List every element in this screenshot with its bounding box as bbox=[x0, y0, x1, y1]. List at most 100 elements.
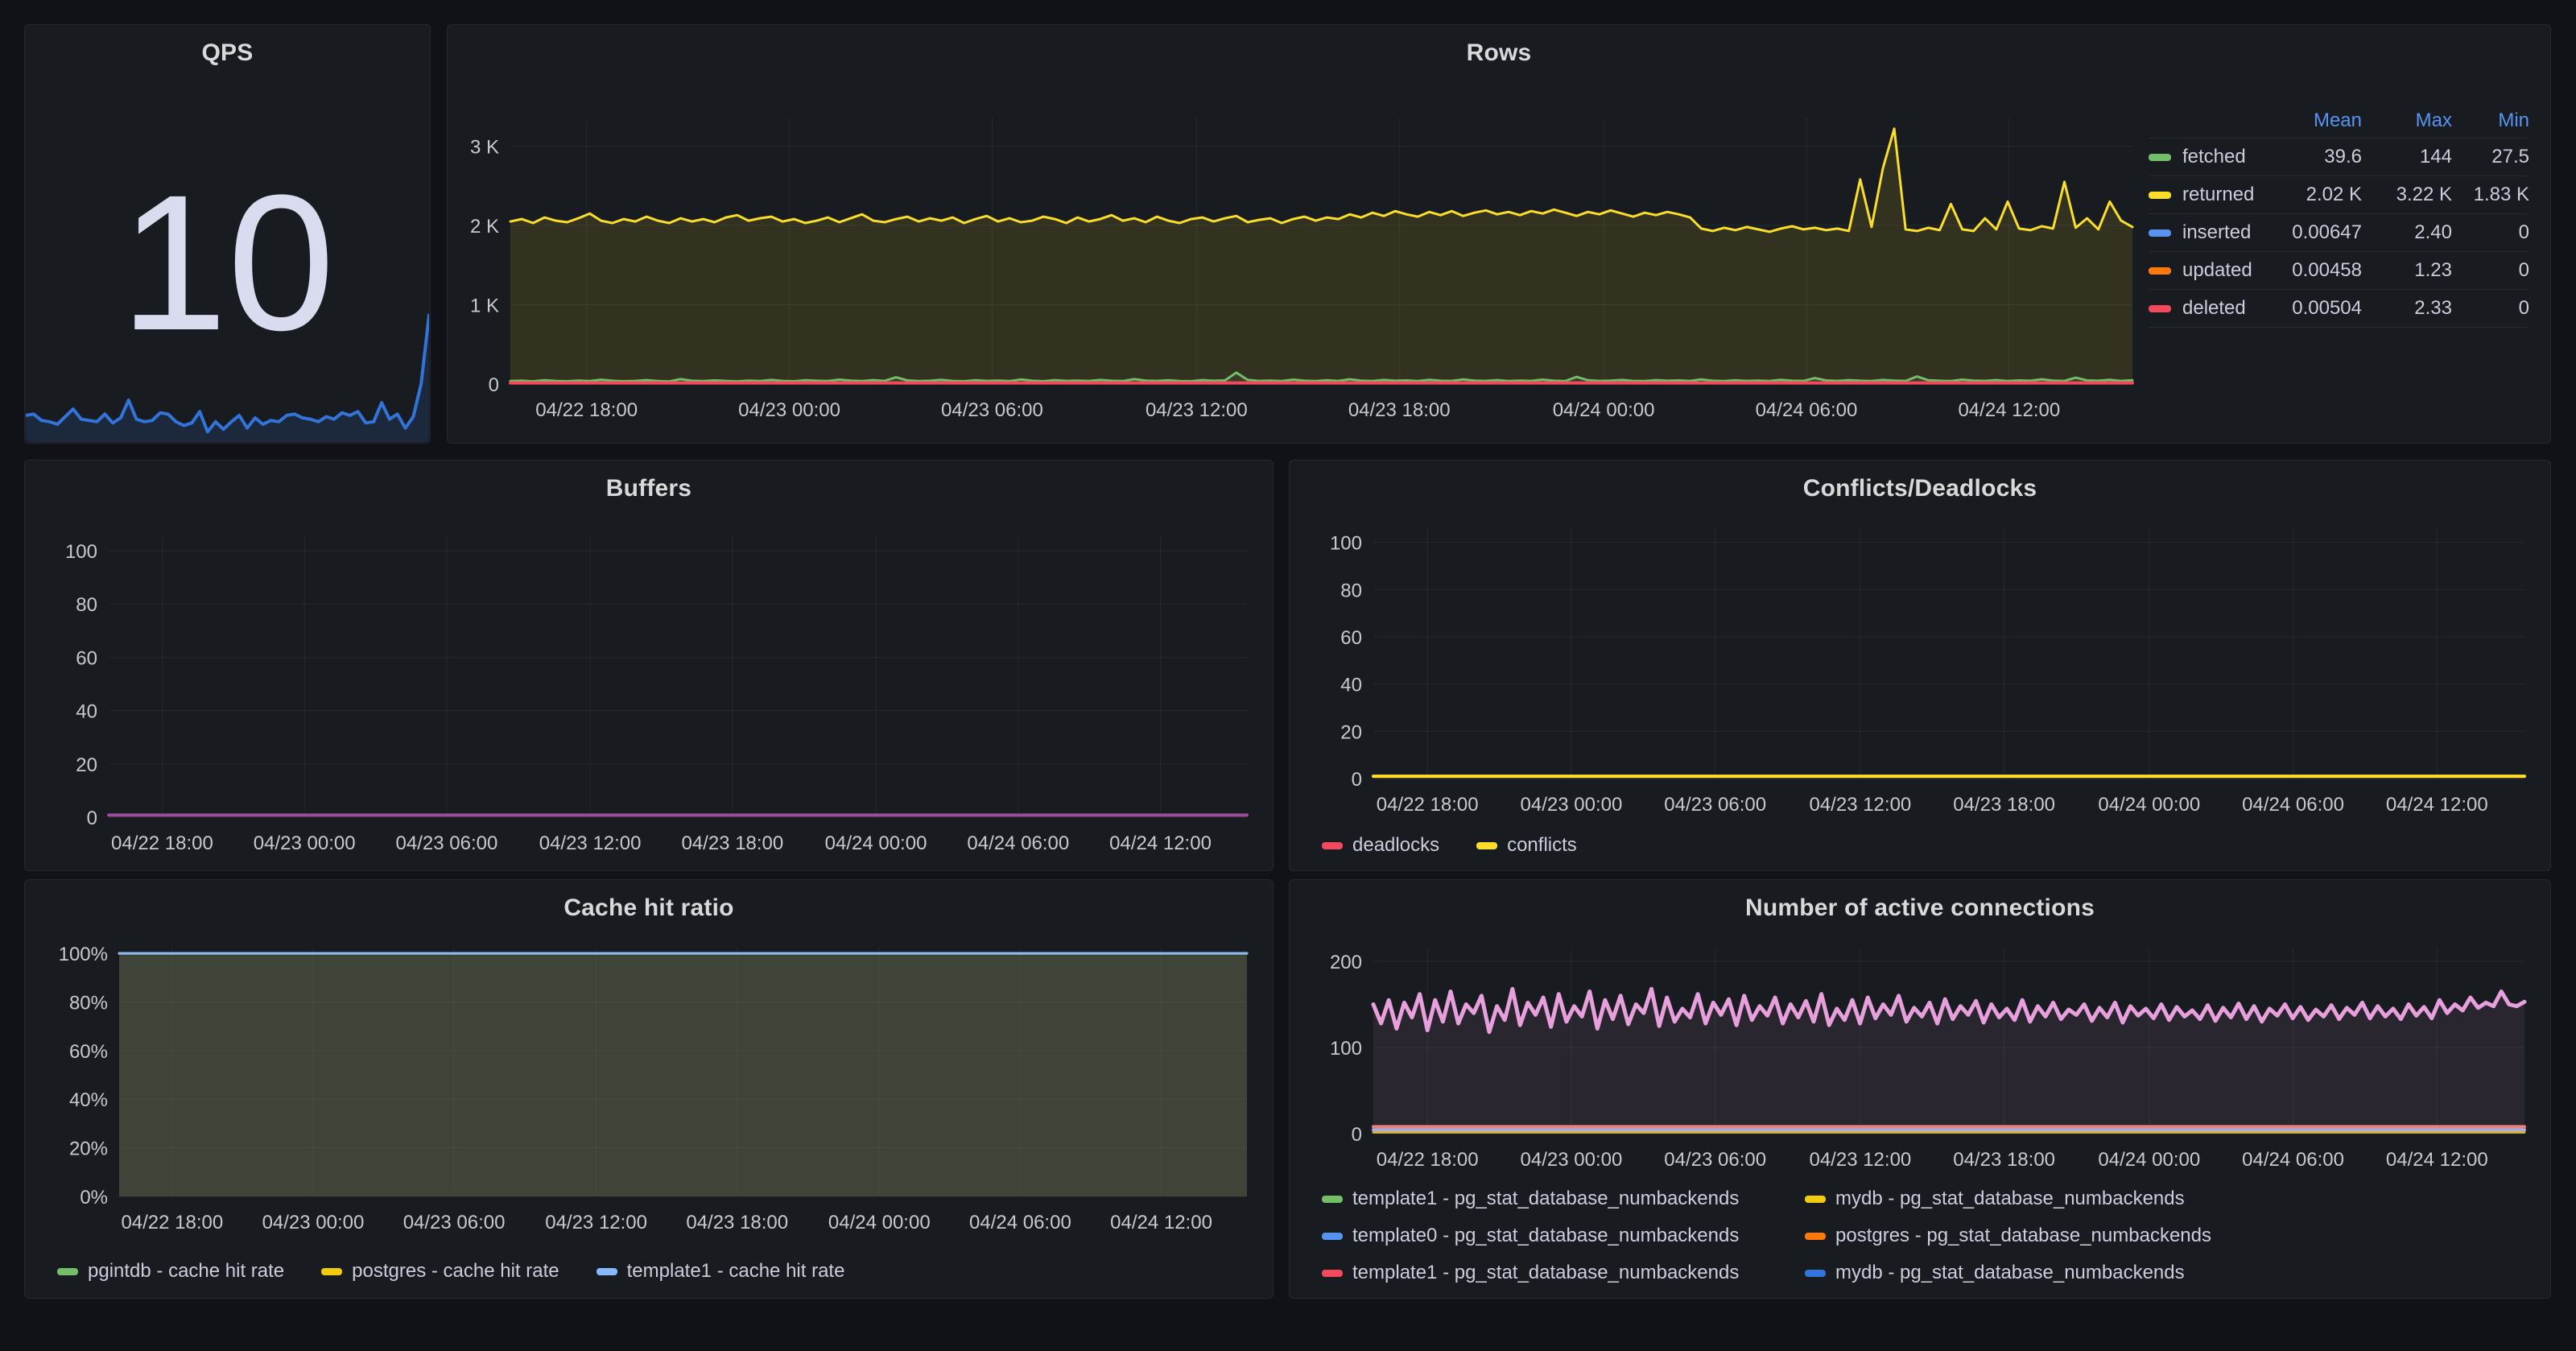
panel-title-buffers[interactable]: Buffers bbox=[605, 475, 692, 502]
panel-title-rows[interactable]: Rows bbox=[1466, 39, 1532, 66]
legend-item-mydb-yellow[interactable]: mydb - pg_stat_database_numbackends bbox=[1805, 1180, 2550, 1217]
svg-text:04/23 06:00: 04/23 06:00 bbox=[941, 399, 1043, 421]
legend-item-postgres-orange[interactable]: postgres - pg_stat_database_numbackends bbox=[1805, 1217, 2550, 1254]
legend-label: inserted bbox=[2182, 221, 2252, 243]
qps-sparkline-canvas[interactable] bbox=[26, 307, 429, 442]
svg-text:04/22 18:00: 04/22 18:00 bbox=[111, 832, 213, 854]
series-color-swatch bbox=[1805, 1269, 1826, 1277]
legend-row-inserted[interactable]: inserted 0.00647 2.40 0 bbox=[2149, 214, 2529, 252]
svg-text:60: 60 bbox=[76, 647, 97, 669]
panel-buffers: Buffers 0 20 40 60 80 100 04/22 18:00 04/23 00:… bbox=[24, 460, 1274, 871]
series-color-swatch bbox=[1805, 1195, 1826, 1203]
series-color-swatch bbox=[2149, 304, 2171, 312]
legend-row-deleted[interactable]: deleted 0.00504 2.33 0 bbox=[2149, 290, 2529, 328]
legend-item-template1[interactable]: template1 - cache hit rate bbox=[596, 1253, 845, 1290]
legend-header-mean[interactable]: Mean bbox=[2313, 109, 2362, 131]
cache-legend: pgintdb - cache hit rate postgres - cach… bbox=[25, 1253, 1273, 1290]
svg-text:04/24 06:00: 04/24 06:00 bbox=[967, 832, 1069, 854]
series-color-swatch bbox=[1322, 1195, 1343, 1203]
legend-min: 0 bbox=[2518, 221, 2529, 243]
svg-text:1 K: 1 K bbox=[470, 295, 499, 316]
svg-text:3 K: 3 K bbox=[470, 136, 499, 158]
legend-label: template0 - pg_stat_database_numbackends bbox=[1352, 1225, 1740, 1246]
legend-item-template1-red[interactable]: template1 - pg_stat_database_numbackends bbox=[1322, 1254, 1805, 1291]
legend-header-min[interactable]: Min bbox=[2498, 109, 2529, 131]
svg-text:100%: 100% bbox=[59, 944, 108, 965]
legend-label: mydb - pg_stat_database_numbackends bbox=[1835, 1262, 2185, 1283]
panel-active-connections: Number of active connections 0 100 200 04/2… bbox=[1289, 879, 2551, 1299]
panel-title-conflicts[interactable]: Conflicts/Deadlocks bbox=[1802, 475, 2037, 502]
svg-text:80%: 80% bbox=[69, 992, 108, 1014]
panel-conflicts-deadlocks: Conflicts/Deadlocks 0 20 40 60 80 100 04/22 18… bbox=[1289, 460, 2551, 871]
svg-text:100: 100 bbox=[65, 541, 97, 563]
svg-text:04/22 18:00: 04/22 18:00 bbox=[121, 1212, 223, 1233]
rows-chart-canvas[interactable]: 0 1 K 2 K 3 K 04/22 18:00 04/23 00:00 04/23 06… bbox=[448, 81, 2144, 444]
buffers-chart: 0 20 40 60 80 100 04/22 18:00 04/23 00:00 04/23 … bbox=[35, 517, 1263, 872]
connections-chart-canvas[interactable]: 0 100 200 04/22 18:00 04/23 00:00 04/23 06:00… bbox=[1299, 936, 2541, 1180]
legend-item-template0-blue[interactable]: template0 - pg_stat_database_numbackends bbox=[1322, 1217, 1805, 1254]
legend-row-returned[interactable]: returned 2.02 K 3.22 K 1.83 K bbox=[2149, 176, 2529, 214]
panel-title-cache[interactable]: Cache hit ratio bbox=[564, 894, 734, 921]
svg-text:20%: 20% bbox=[69, 1138, 108, 1160]
legend-row-updated[interactable]: updated 0.00458 1.23 0 bbox=[2149, 252, 2529, 290]
legend-item-template1-green[interactable]: template1 - pg_stat_database_numbackends bbox=[1322, 1180, 1805, 1217]
series-color-swatch bbox=[1476, 841, 1498, 849]
legend-label: postgres - cache hit rate bbox=[352, 1260, 559, 1282]
conflicts-chart-canvas[interactable]: 0 20 40 60 80 100 04/22 18:00 04/23 00:00 04/23 … bbox=[1299, 517, 2541, 827]
rows-panel-body: 0 1 K 2 K 3 K 04/22 18:00 04/23 00:00 04/23 06… bbox=[448, 81, 2550, 444]
legend-min: 0 bbox=[2518, 259, 2529, 281]
svg-text:04/23 12:00: 04/23 12:00 bbox=[1809, 1149, 1911, 1171]
legend-label: template1 - cache hit rate bbox=[626, 1260, 845, 1282]
connections-chart: 0 100 200 04/22 18:00 04/23 00:00 04/23 06:00… bbox=[1299, 936, 2541, 1180]
legend-item-pgintdb[interactable]: pgintdb - cache hit rate bbox=[57, 1253, 284, 1290]
stat-wrap: 10 bbox=[25, 81, 430, 443]
cache-chart: 0% 20% 40% 60% 80% 100% 04/22 18:00 04/23 00:00… bbox=[35, 936, 1263, 1253]
legend-label: returned bbox=[2182, 184, 2255, 205]
svg-text:04/24 00:00: 04/24 00:00 bbox=[2098, 794, 2200, 816]
svg-text:04/23 06:00: 04/23 06:00 bbox=[1664, 794, 1766, 816]
legend-row-fetched[interactable]: fetched 39.6 144 27.5 bbox=[2149, 138, 2529, 176]
svg-text:20: 20 bbox=[1340, 721, 1362, 743]
series-color-swatch bbox=[2149, 191, 2171, 199]
legend-header-max[interactable]: Max bbox=[2415, 109, 2452, 131]
svg-text:04/24 00:00: 04/24 00:00 bbox=[828, 1212, 931, 1233]
panel-title-qps[interactable]: QPS bbox=[201, 39, 254, 66]
conflicts-legend: deadlocks conflicts bbox=[1290, 827, 2550, 864]
svg-text:04/24 00:00: 04/24 00:00 bbox=[825, 832, 927, 854]
svg-text:04/23 06:00: 04/23 06:00 bbox=[396, 832, 498, 854]
svg-text:04/24 12:00: 04/24 12:00 bbox=[1110, 1212, 1212, 1233]
svg-text:04/23 00:00: 04/23 00:00 bbox=[1521, 1149, 1623, 1171]
legend-item-conflicts[interactable]: conflicts bbox=[1476, 827, 1577, 864]
buffers-chart-canvas[interactable]: 0 20 40 60 80 100 04/22 18:00 04/23 00:00 04/23 … bbox=[35, 517, 1263, 872]
panel-title-connections[interactable]: Number of active connections bbox=[1744, 894, 2095, 921]
svg-text:04/24 12:00: 04/24 12:00 bbox=[2386, 1149, 2488, 1171]
svg-text:0: 0 bbox=[489, 374, 499, 396]
svg-text:40%: 40% bbox=[69, 1089, 108, 1111]
svg-text:04/24 06:00: 04/24 06:00 bbox=[2242, 1149, 2344, 1171]
cache-chart-canvas[interactable]: 0% 20% 40% 60% 80% 100% 04/22 18:00 04/23 00:00… bbox=[35, 936, 1263, 1253]
legend-mean: 0.00458 bbox=[2292, 259, 2362, 281]
svg-text:04/24 06:00: 04/24 06:00 bbox=[2242, 794, 2344, 816]
legend-item-deadlocks[interactable]: deadlocks bbox=[1322, 827, 1439, 864]
legend-label: updated bbox=[2182, 259, 2252, 281]
legend-item-postgres[interactable]: postgres - cache hit rate bbox=[321, 1253, 559, 1290]
legend-label: fetched bbox=[2182, 146, 2246, 167]
rows-chart: 0 1 K 2 K 3 K 04/22 18:00 04/23 00:00 04/23 06… bbox=[448, 81, 2144, 444]
legend-mean: 0.00504 bbox=[2292, 297, 2362, 319]
svg-text:60: 60 bbox=[1340, 627, 1362, 649]
legend-label: deleted bbox=[2182, 297, 2246, 319]
svg-text:04/23 18:00: 04/23 18:00 bbox=[1953, 1149, 2055, 1171]
svg-text:04/22 18:00: 04/22 18:00 bbox=[1377, 794, 1479, 816]
svg-text:04/23 06:00: 04/23 06:00 bbox=[1664, 1149, 1766, 1171]
svg-text:60%: 60% bbox=[69, 1041, 108, 1063]
svg-text:04/24 06:00: 04/24 06:00 bbox=[969, 1212, 1071, 1233]
series-color-swatch bbox=[2149, 266, 2171, 275]
qps-stat-value: 10 bbox=[120, 154, 335, 370]
svg-text:04/24 00:00: 04/24 00:00 bbox=[1553, 399, 1655, 421]
svg-text:200: 200 bbox=[1330, 952, 1362, 973]
svg-text:40: 40 bbox=[1340, 675, 1362, 696]
legend-item-mydb-blue[interactable]: mydb - pg_stat_database_numbackends bbox=[1805, 1254, 2550, 1291]
series-color-swatch bbox=[1322, 1232, 1343, 1240]
svg-text:04/23 18:00: 04/23 18:00 bbox=[681, 832, 783, 854]
svg-text:04/24 12:00: 04/24 12:00 bbox=[1109, 832, 1212, 854]
